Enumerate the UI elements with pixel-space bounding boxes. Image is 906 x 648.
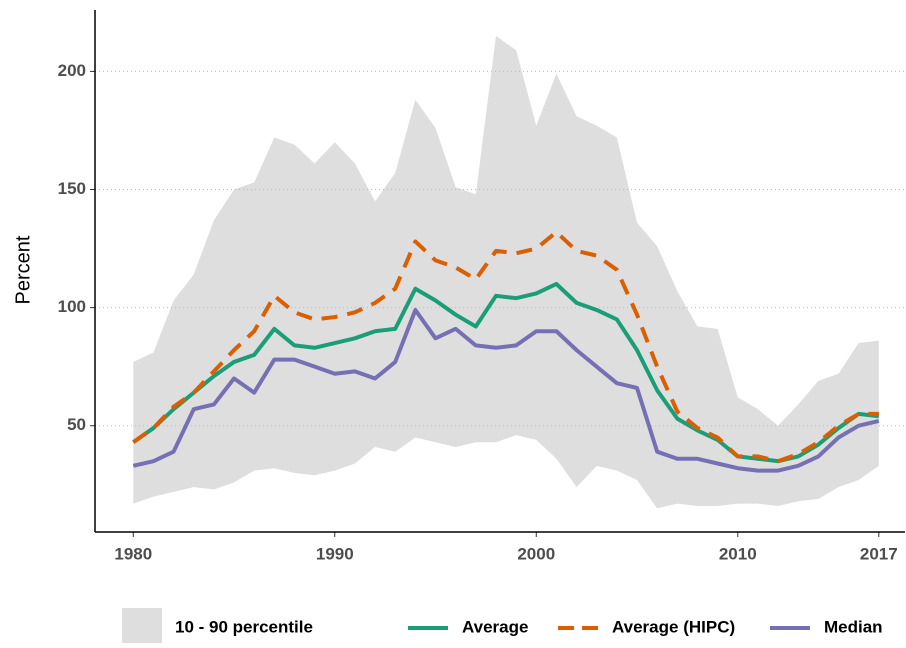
x-tick-label: 2000	[517, 544, 555, 563]
legend-label: Average	[462, 617, 528, 636]
x-tick-label: 2017	[860, 544, 898, 563]
y-tick-label: 100	[58, 297, 86, 316]
y-axis-label: Percent	[12, 235, 34, 304]
legend-label: Average (HIPC)	[612, 617, 735, 636]
x-tick-label: 1980	[114, 544, 152, 563]
y-tick-label: 150	[58, 179, 86, 198]
percentile-band	[133, 35, 879, 509]
legend-label: Median	[824, 617, 883, 636]
y-tick-label: 50	[67, 415, 86, 434]
series-line	[132, 307, 880, 473]
x-tick-label: 2010	[719, 544, 757, 563]
series-line	[132, 230, 879, 464]
legend-label: 10 - 90 percentile	[175, 617, 313, 636]
x-tick-label: 1990	[316, 544, 354, 563]
legend-swatch	[122, 608, 162, 643]
y-tick-label: 200	[58, 61, 86, 80]
